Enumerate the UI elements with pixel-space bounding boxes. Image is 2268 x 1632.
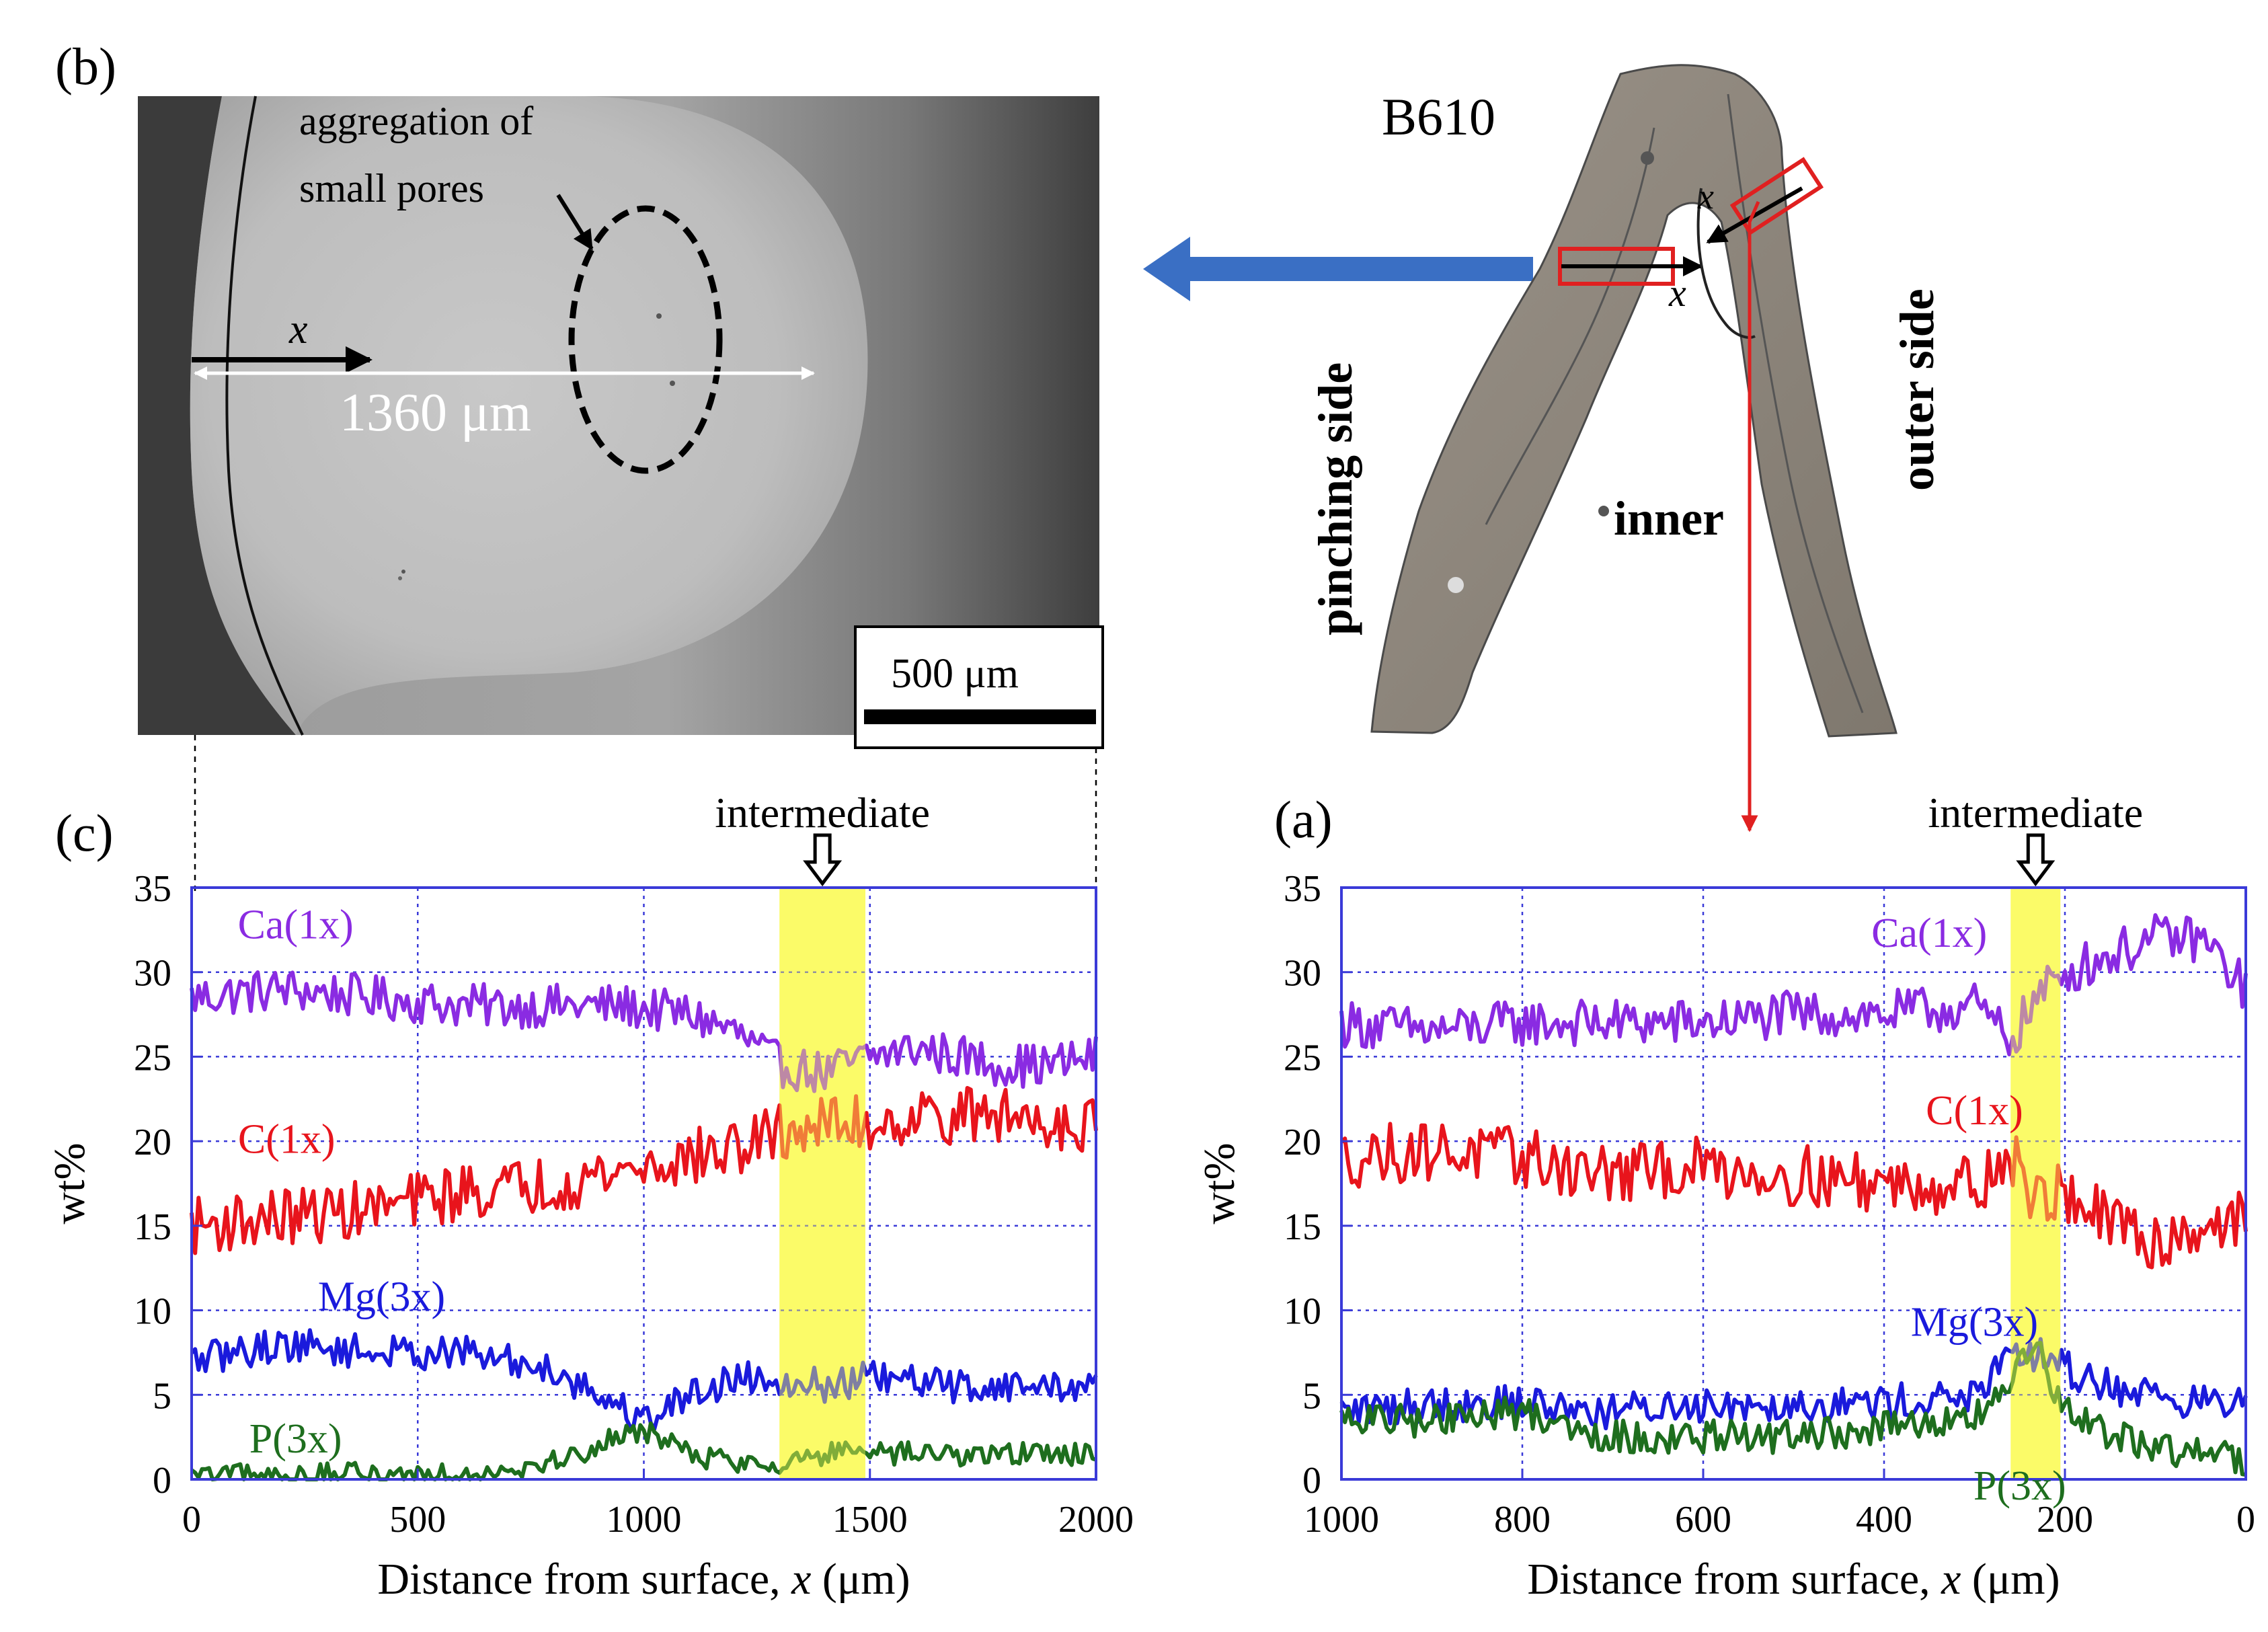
chart-c-xtick-label: 1500 <box>832 1499 908 1541</box>
chart-c-xtick-label: 500 <box>389 1499 446 1541</box>
chart-a: 1000 800 600 400 200 0 0 5 10 15 20 25 30 35 Ca(1x) C(… <box>1195 789 2255 1604</box>
chart-c-ytick-label: 25 <box>134 1037 171 1079</box>
red-pointer-arrow <box>1741 201 1760 832</box>
chart-c-ticks <box>190 886 1097 1481</box>
chart-a-ytick-label: 15 <box>1284 1206 1321 1248</box>
chart-a-tick-labels: 1000 800 600 400 200 0 0 5 10 15 20 25 30 35 <box>1284 868 2255 1541</box>
chart-a-xtick-label: 1000 <box>1304 1499 1379 1541</box>
chart-c-series-labels: Ca(1x) C(1x) Mg(3x) P(3x) <box>238 902 446 1461</box>
chart-a-ytick-label: 0 <box>1302 1460 1321 1502</box>
chart-c-ytick-label: 10 <box>134 1291 171 1333</box>
chart-a-series <box>1339 888 2248 1479</box>
chart-a-xlabel: Distance from surface, x (μm) <box>1527 1555 2060 1604</box>
chart-c-xlabel: Distance from surface, x (μm) <box>377 1555 910 1604</box>
chart-a-series-mg <box>1339 1337 2248 1431</box>
chart-a-xtick-label: 800 <box>1494 1499 1551 1541</box>
width-dimension-label: 1360 μm <box>340 383 531 442</box>
chart-c-ytick-label: 0 <box>153 1460 171 1502</box>
chart-c-xtick-label: 2000 <box>1058 1499 1134 1541</box>
pore-aggregation-ellipse <box>568 205 723 474</box>
aggregation-pointer-arrow <box>556 194 594 251</box>
chart-a-ytick-label: 20 <box>1284 1122 1321 1163</box>
chart-a-xtick-label: 0 <box>2236 1499 2255 1541</box>
aggregation-label-line1: aggregation of <box>299 99 533 143</box>
micrograph-x-label: x <box>288 307 308 352</box>
outer-x-arrow <box>1706 186 1803 244</box>
scale-bar-label: 500 μm <box>891 651 1019 697</box>
chart-a-series-p <box>1339 1341 2246 1477</box>
specimen-photo <box>1370 64 1898 738</box>
inner-curve <box>1696 188 1756 339</box>
panel-label-a: (a) <box>1274 790 1333 849</box>
scale-bar: 500 μm <box>854 625 1104 749</box>
chart-c-intermediate-arrow <box>803 833 843 887</box>
chart-a-label-c: C(1x) <box>1926 1088 2023 1134</box>
chart-c-intermediate-label: intermediate <box>715 789 930 837</box>
chart-c-ytick-label: 20 <box>134 1122 171 1163</box>
chart-a-ylabel: wt% <box>1195 1143 1244 1225</box>
chart-c-series-p <box>190 1421 1097 1481</box>
chart-a-label-mg: Mg(3x) <box>1911 1299 2038 1345</box>
panel-label-c: (c) <box>55 804 114 862</box>
chart-c-label-c: C(1x) <box>238 1117 336 1163</box>
chart-c-label-p: P(3x) <box>249 1416 342 1462</box>
chart-a-series-c <box>1339 1122 2248 1270</box>
pinching-side-label: pinching side <box>1308 362 1362 635</box>
chart-c-series <box>190 888 1098 1481</box>
chart-a-grid <box>1341 888 2246 1479</box>
outer-side-label: outer side <box>1890 288 1944 491</box>
panel-label-b: (b) <box>55 37 116 95</box>
chart-c-xtick-label: 0 <box>182 1499 201 1541</box>
chart-a-ytick-label: 35 <box>1284 868 1321 910</box>
chart-c-series-ca <box>190 970 1098 1093</box>
chart-a-series-labels: Ca(1x) C(1x) Mg(3x) P(3x) <box>1871 910 2066 1509</box>
specimen-name: B610 <box>1382 87 1495 146</box>
chart-a-intermediate-label: intermediate <box>1928 789 2143 837</box>
chart-c-label-ca: Ca(1x) <box>238 902 354 947</box>
chart-c-label-mg: Mg(3x) <box>318 1274 445 1320</box>
chart-a-ytick-label: 30 <box>1284 953 1321 995</box>
outer-sample-box <box>1729 157 1824 236</box>
chart-c-grid <box>192 888 1096 1479</box>
chart-a-label-p: P(3x) <box>1973 1463 2066 1509</box>
chart-c-tick-labels: 0 500 1000 1500 2000 0 5 10 15 20 25 30 35 <box>134 868 1134 1541</box>
blue-pointer-arrowhead <box>1143 237 1190 301</box>
aggregation-label-line2: small pores <box>299 166 484 210</box>
chart-c-ylabel: wt% <box>45 1143 94 1225</box>
outer-x-label: x <box>1697 176 1714 217</box>
chart-a-ytick-label: 10 <box>1284 1291 1321 1333</box>
chart-a-xtick-label: 200 <box>2037 1499 2093 1541</box>
chart-a-highlight-overlay <box>2010 888 2061 1479</box>
chart-c-xtick-label: 1000 <box>607 1499 682 1541</box>
chart-c: 0 500 1000 1500 2000 0 5 10 15 20 25 30 35 Ca(1x) C(1… <box>45 789 1134 1604</box>
chart-c-highlight-overlay <box>779 888 866 1479</box>
chart-c-ytick-label: 30 <box>134 953 171 995</box>
chart-a-series-ca <box>1339 913 2248 1056</box>
chart-c-series-c <box>190 1086 1098 1255</box>
chart-c-ytick-label: 5 <box>153 1375 171 1417</box>
inner-label: inner <box>1614 492 1724 545</box>
chart-a-xtick-label: 600 <box>1675 1499 1731 1541</box>
chart-c-series-mg <box>190 1328 1098 1432</box>
chart-a-ytick-label: 5 <box>1302 1375 1321 1417</box>
chart-c-ytick-label: 35 <box>134 868 171 910</box>
chart-a-xtick-label: 400 <box>1856 1499 1912 1541</box>
chart-c-ytick-label: 15 <box>134 1206 171 1248</box>
chart-a-label-ca: Ca(1x) <box>1871 910 1987 956</box>
pinching-x-label: x <box>1668 271 1686 315</box>
chart-a-ticks <box>1340 886 2247 1481</box>
chart-a-frame <box>1340 886 2247 1481</box>
chart-a-intermediate-arrow <box>2016 833 2056 887</box>
micrograph-image <box>138 95 1099 736</box>
chart-a-ytick-label: 25 <box>1284 1037 1321 1079</box>
